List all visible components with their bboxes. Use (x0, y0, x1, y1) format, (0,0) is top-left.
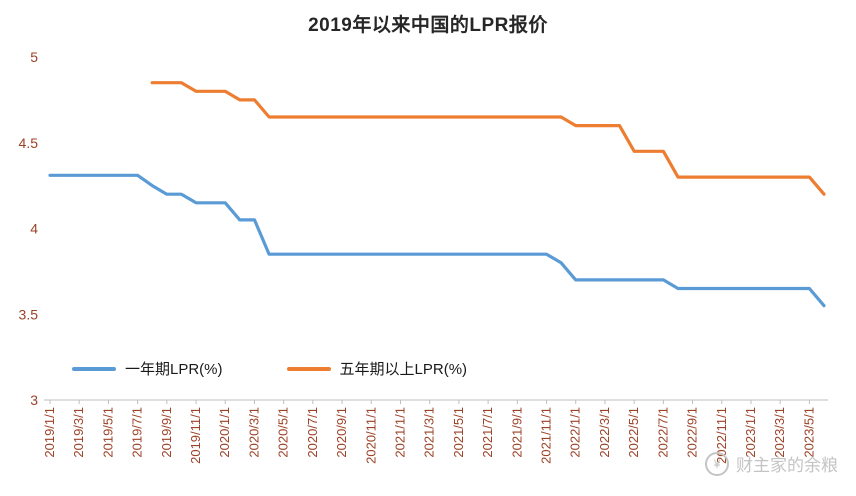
x-tick-label: 2019/5/1 (100, 407, 115, 458)
x-tick-label: 2019/9/1 (159, 407, 174, 458)
legend-line-swatch-blue (72, 366, 116, 371)
legend-label: 五年期以上LPR(%) (339, 361, 468, 378)
chart-title: 2019年以来中国的LPR报价 (308, 15, 548, 36)
yuan-glyph: ¥ (713, 456, 721, 471)
y-tick-label: 5 (30, 49, 38, 65)
x-tick-label: 2019/7/1 (130, 407, 145, 458)
legend-line-swatch-orange (286, 366, 331, 371)
chart-legend: 一年期LPR(%) 五年期以上LPR(%) (72, 358, 467, 379)
watermark: ¥ 财主家的余粮 (705, 451, 838, 476)
x-tick-label: 2022/1/1 (568, 407, 583, 458)
x-tick-label: 2021/5/1 (451, 407, 466, 458)
x-tick-label: 2020/5/1 (276, 407, 291, 458)
x-tick-label: 2020/11/1 (363, 407, 378, 464)
x-tick-label: 2021/9/1 (509, 407, 524, 458)
x-tick-label: 2021/1/1 (392, 407, 407, 458)
x-tick-label: 2020/1/1 (217, 407, 232, 458)
x-tick-label: 2022/9/1 (685, 407, 700, 458)
y-tick-label: 4.5 (19, 135, 39, 151)
series-line-5yr-lpr (150, 81, 826, 196)
x-tick-label: 2019/11/1 (188, 407, 203, 464)
x-tick-label: 2022/5/1 (626, 407, 641, 458)
x-tick-label: 2021/11/1 (539, 407, 554, 464)
y-tick-label: 3 (30, 392, 38, 408)
y-tick-label: 4 (30, 221, 38, 237)
x-tick-label: 2019/3/1 (71, 407, 86, 458)
x-tick-label: 2023/5/1 (801, 407, 816, 458)
x-tick-label: 2022/11/1 (714, 407, 729, 464)
x-tick-label: 2023/3/1 (772, 407, 787, 458)
series-line-1yr-lpr (48, 173, 826, 308)
x-tick-label: 2022/7/1 (655, 407, 670, 458)
x-tick-label: 2021/7/1 (480, 407, 495, 458)
coin-circle-icon: ¥ (705, 451, 729, 476)
x-tick-label: 2019/1/1 (42, 407, 57, 458)
legend-item-1yr-lpr: 一年期LPR(%) (72, 358, 223, 379)
y-tick-label: 3.5 (19, 306, 39, 322)
x-tick-label: 2020/3/1 (246, 407, 261, 458)
legend-label: 一年期LPR(%) (125, 361, 223, 378)
x-tick-label: 2021/3/1 (422, 407, 437, 458)
x-tick-label: 2020/7/1 (305, 407, 320, 458)
watermark-text: 财主家的余粮 (736, 456, 838, 475)
legend-item-5yr-lpr: 五年期以上LPR(%) (286, 358, 468, 379)
x-tick-label: 2023/1/1 (743, 407, 758, 458)
x-tick-label: 2022/3/1 (597, 407, 612, 458)
x-tick-label: 2020/9/1 (334, 407, 349, 458)
